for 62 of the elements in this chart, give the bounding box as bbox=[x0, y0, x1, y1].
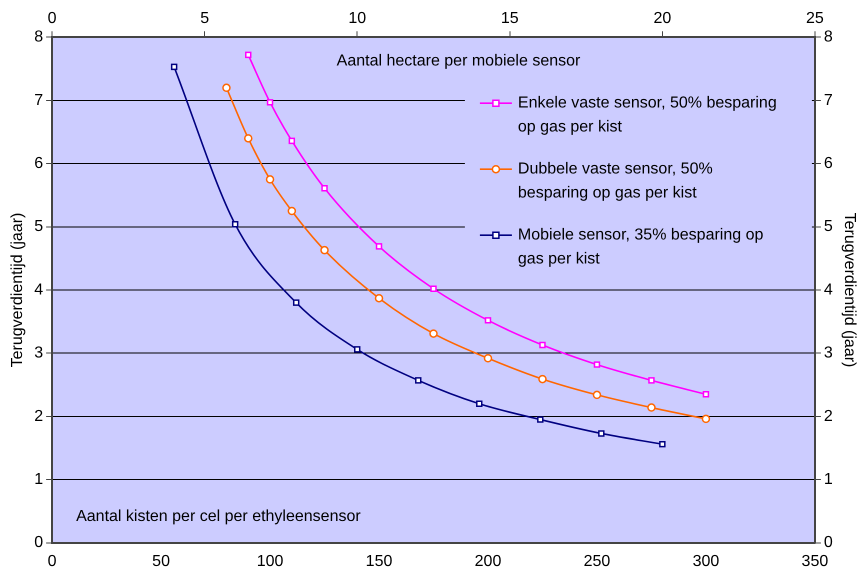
y2-tick-label: 3 bbox=[824, 344, 833, 362]
y2-tick-label: 7 bbox=[824, 92, 833, 109]
x2-tick-label: 5 bbox=[200, 10, 210, 28]
x2-tick-label: 10 bbox=[348, 10, 366, 28]
point bbox=[702, 414, 710, 424]
x2-axis-title: Aantal hectare per mobiele sensor bbox=[336, 52, 582, 70]
point bbox=[266, 99, 274, 106]
point bbox=[245, 52, 252, 58]
point bbox=[222, 84, 231, 92]
y2-tick-label: 2 bbox=[824, 408, 833, 425]
y2-tick-label: 0 bbox=[824, 534, 833, 552]
x-tick-label: 0 bbox=[48, 552, 57, 570]
point bbox=[594, 361, 600, 368]
point bbox=[430, 286, 437, 292]
x-tick-label: 50 bbox=[152, 552, 170, 570]
x-tick-label: 350 bbox=[802, 552, 828, 570]
x-tick-label: 100 bbox=[256, 552, 284, 570]
y-axis-title: Terugverdientijd (jaar) bbox=[9, 212, 26, 368]
y-tick-label: 1 bbox=[34, 471, 44, 488]
legend-label: Mobiele sensor, 35% besparing op gas per kist bbox=[518, 226, 764, 268]
legend-label: Dubbele vaste sensor, 50% besparing op gas per kist bbox=[518, 160, 713, 202]
point bbox=[484, 354, 492, 363]
point bbox=[539, 342, 546, 348]
point bbox=[648, 377, 655, 384]
point bbox=[244, 134, 252, 143]
y2-tick-label: 1 bbox=[824, 471, 833, 488]
y-tick-label: 2 bbox=[34, 408, 44, 425]
x2-tick-label: 15 bbox=[500, 10, 519, 28]
y2-tick-label: 5 bbox=[824, 218, 833, 236]
y-tick-label: 3 bbox=[34, 344, 44, 362]
y2-tick-label: 8 bbox=[824, 28, 833, 46]
y-tick-label: 0 bbox=[34, 534, 44, 552]
y-tick-label: 7 bbox=[34, 92, 44, 109]
point bbox=[374, 294, 384, 302]
y2-axis-title: Terugverdientijd (jaar) bbox=[840, 212, 858, 368]
point bbox=[376, 243, 382, 250]
point bbox=[321, 185, 328, 192]
point bbox=[266, 175, 274, 184]
point bbox=[538, 374, 547, 384]
x2-tick-label: 25 bbox=[806, 10, 824, 28]
point bbox=[702, 391, 710, 398]
y2-tick-label: 4 bbox=[824, 281, 833, 298]
x-axis-title: Aantal kisten per cel per ethyleensensor bbox=[76, 508, 362, 526]
y-tick-label: 8 bbox=[34, 28, 44, 46]
legend-label: Enkele vaste sensor, 50% besparing op gas per kist bbox=[518, 94, 777, 136]
point bbox=[592, 390, 602, 400]
x-tick-label: 300 bbox=[692, 552, 720, 570]
point bbox=[288, 138, 296, 144]
point bbox=[288, 206, 296, 216]
x2-tick-label: 0 bbox=[48, 10, 57, 28]
x-tick-label: 150 bbox=[366, 552, 392, 570]
y-tick-label: 4 bbox=[34, 281, 44, 298]
y-tick-label: 6 bbox=[34, 155, 44, 172]
point bbox=[484, 317, 492, 324]
x2-tick-label: 20 bbox=[653, 10, 672, 28]
x-tick-label: 200 bbox=[474, 552, 502, 570]
point bbox=[429, 329, 438, 338]
y-tick-label: 5 bbox=[34, 218, 44, 236]
x-tick-label: 250 bbox=[584, 552, 610, 570]
point bbox=[647, 403, 656, 412]
y2-tick-label: 6 bbox=[824, 155, 833, 172]
point bbox=[320, 246, 329, 254]
